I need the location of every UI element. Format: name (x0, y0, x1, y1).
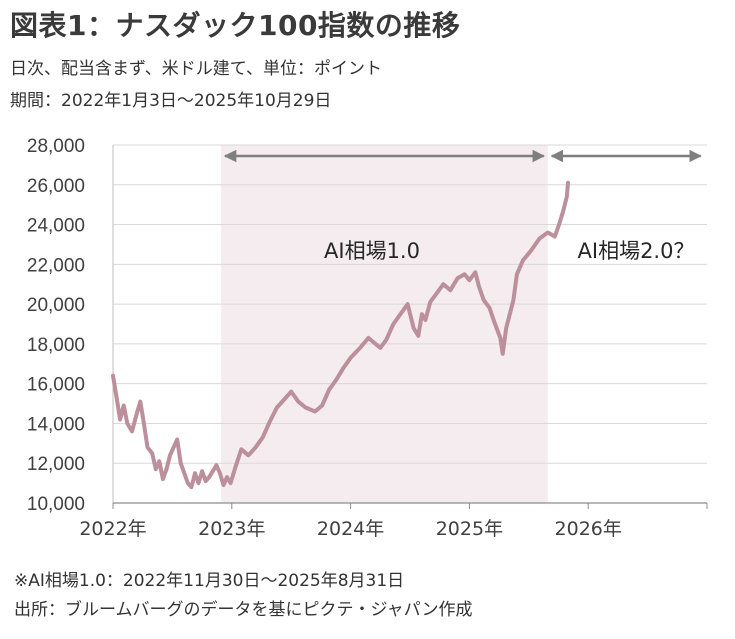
x-tick-label: 2026年 (555, 518, 622, 540)
x-tick-label: 2023年 (198, 518, 265, 540)
y-tick-label: 20,000 (27, 295, 85, 316)
y-tick-label: 22,000 (27, 255, 85, 276)
x-tick-label: 2024年 (317, 518, 384, 540)
y-tick-label: 16,000 (27, 375, 85, 396)
y-tick-label: 14,000 (27, 414, 85, 435)
nasdaq100-series-line (111, 180, 570, 490)
y-tick-label: 26,000 (27, 176, 85, 197)
y-tick-label: 12,000 (27, 454, 85, 475)
ai-rally-2-label: AI相場2.0？ (578, 239, 695, 263)
chart-subtitle-units: 日次、配当含まず、米ドル建て、単位：ポイント (10, 59, 382, 79)
footnote-ai-period: ※AI相場1.0：2022年11月30日～2025年8月31日 (14, 571, 405, 591)
y-tick-label: 10,000 (27, 494, 85, 515)
chart-title: 図表1：ナスダック100指数の推移 (10, 9, 461, 42)
x-tick-label: 2022年 (79, 518, 146, 540)
x-tick-label: 2025年 (436, 518, 503, 540)
y-tick-label: 24,000 (27, 216, 85, 237)
y-tick-label: 28,000 (27, 136, 85, 157)
y-tick-label: 18,000 (27, 335, 85, 356)
ai-rally-shaded-region (221, 145, 548, 503)
ai-rally-1-label: AI相場1.0 (324, 239, 420, 263)
chart-subtitle-period: 期間：2022年1月3日～2025年10月29日 (10, 91, 332, 111)
footnote-source: 出所：ブルームバーグのデータを基にピクテ・ジャパン作成 (14, 600, 473, 620)
